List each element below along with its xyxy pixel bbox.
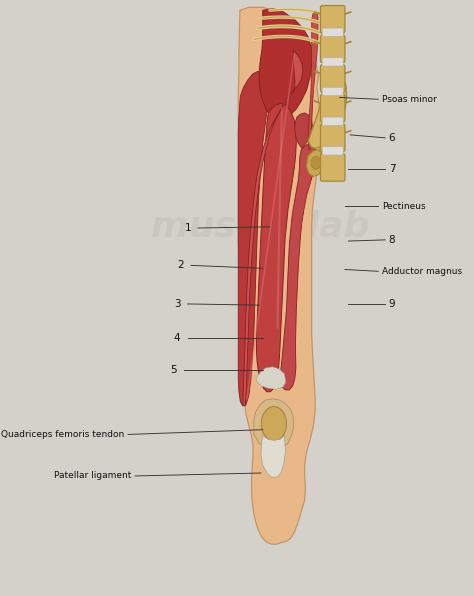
Polygon shape [238,72,269,406]
Text: Pectineus: Pectineus [382,201,425,210]
FancyBboxPatch shape [320,154,345,181]
FancyBboxPatch shape [320,5,345,33]
Text: muscle lab: muscle lab [151,210,369,244]
Text: Adductor magnus: Adductor magnus [382,267,462,276]
Text: Quadriceps femoris tendon: Quadriceps femoris tendon [1,430,125,439]
Polygon shape [295,113,312,148]
FancyBboxPatch shape [320,95,345,122]
Polygon shape [259,8,312,120]
Text: 6: 6 [389,133,395,143]
Polygon shape [256,104,296,392]
FancyBboxPatch shape [320,65,345,92]
Ellipse shape [261,406,286,441]
Text: Psoas minor: Psoas minor [382,95,437,104]
Text: 5: 5 [170,365,177,375]
Polygon shape [256,367,286,389]
Text: 4: 4 [174,333,181,343]
Polygon shape [261,436,285,477]
Polygon shape [307,150,324,176]
Text: 9: 9 [389,299,395,309]
Polygon shape [254,399,293,449]
Polygon shape [238,7,320,544]
FancyBboxPatch shape [322,58,343,66]
Polygon shape [308,13,318,150]
FancyBboxPatch shape [322,88,343,96]
Text: Patellar ligament: Patellar ligament [54,471,132,480]
FancyBboxPatch shape [322,117,343,125]
Ellipse shape [311,156,321,169]
Polygon shape [280,142,316,390]
FancyBboxPatch shape [320,124,345,151]
Text: 7: 7 [389,164,395,173]
Text: 3: 3 [174,299,181,309]
Text: 2: 2 [177,260,184,271]
FancyBboxPatch shape [320,35,345,63]
FancyBboxPatch shape [322,147,343,155]
Text: 8: 8 [389,235,395,245]
FancyBboxPatch shape [322,28,343,36]
Text: 1: 1 [184,223,191,233]
Polygon shape [243,50,303,406]
Polygon shape [308,72,346,148]
